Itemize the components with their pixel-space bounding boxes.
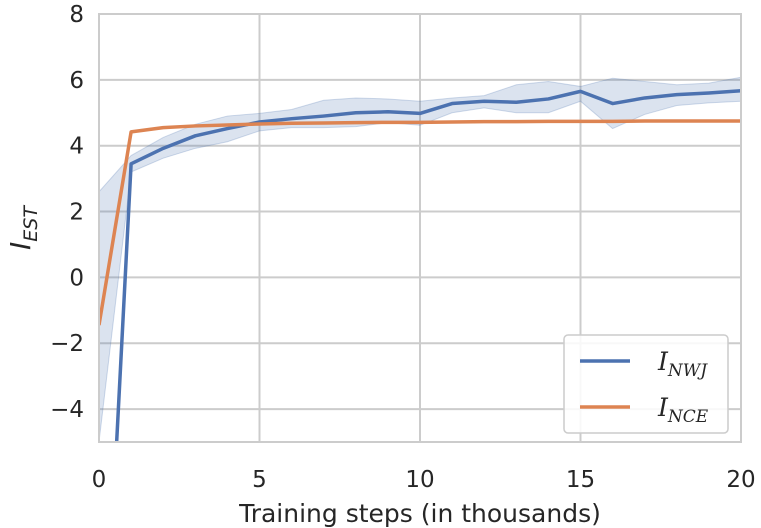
x-tick-label: 20 (726, 467, 755, 493)
legend-label: INWJ (657, 347, 708, 381)
y-tick-label: −2 (50, 331, 84, 357)
confidence-bands (99, 76, 741, 442)
y-tick-label: 6 (69, 68, 84, 94)
legend: INWJ INCE (563, 334, 729, 434)
y-tick-label: −4 (50, 397, 84, 423)
y-tick-label: 2 (69, 200, 84, 226)
x-tick-label: 15 (566, 467, 595, 493)
y-tick-label: 0 (69, 265, 84, 291)
legend-label: INCE (657, 393, 709, 427)
y-axis-label-sub: EST (20, 205, 42, 242)
y-axis-label: IEST (4, 205, 42, 250)
series-lines (99, 88, 741, 442)
series-line (114, 88, 741, 442)
x-tick-label: 5 (252, 467, 267, 493)
y-tick-label: 4 (69, 134, 84, 160)
x-tick-label: 0 (92, 467, 107, 493)
y-tick-labels: −4 −2 0 2 4 6 8 (50, 2, 84, 423)
y-tick-label: 8 (69, 2, 84, 28)
y-axis-label-main: I (4, 242, 37, 250)
confidence-band (99, 76, 741, 442)
x-tick-label: 10 (405, 467, 434, 493)
series-line (99, 119, 741, 326)
x-axis-label: Training steps (in thousands) (238, 499, 601, 528)
x-tick-labels: 0 5 10 15 20 (92, 467, 756, 493)
plot-frame (98, 13, 742, 443)
